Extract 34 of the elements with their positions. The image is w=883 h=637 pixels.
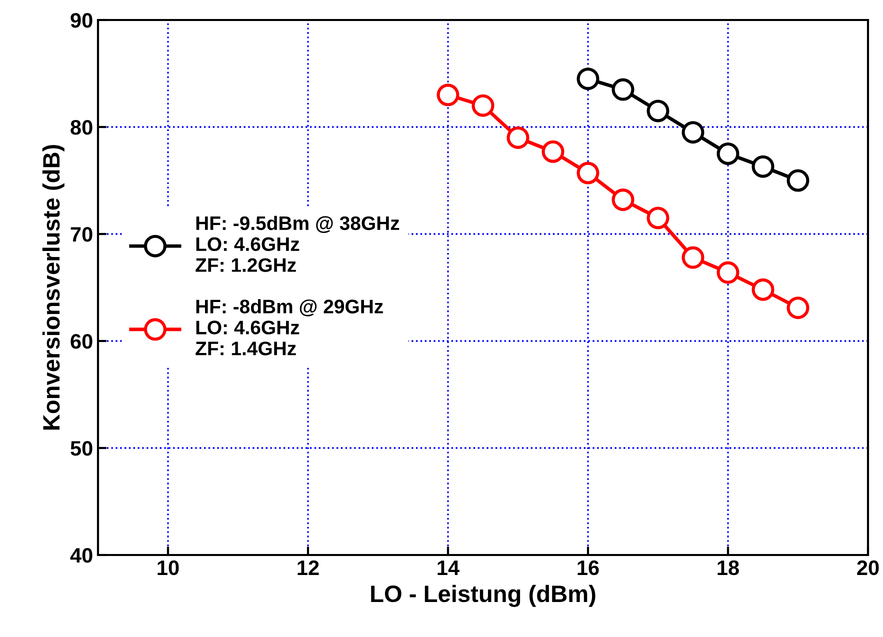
point [752,155,774,178]
point [646,206,670,230]
y-tick-label: 50 [70,441,92,456]
point [786,296,810,320]
x-tick-label: 16 [578,560,599,576]
x-tick-label: 14 [438,560,460,575]
point [612,78,634,101]
y-tick-label: 40 [70,548,92,563]
point [716,142,740,165]
x-tick-label: 10 [158,560,179,576]
point [612,188,634,212]
point [682,121,704,144]
y-tick-label: 70 [70,227,92,242]
point [506,126,530,149]
legend-label: HF: -8dBm @ 29GHz LO: 4.6GHz ZF: 1.4GHz [196,299,383,356]
point [752,278,774,301]
point [716,261,740,284]
y-tick-label: 90 [70,13,92,28]
legend-label: HF: -9.5dBm @ 38GHz LO: 4.6GHz ZF: 1.2GHz [196,216,400,272]
point [646,100,670,122]
y-tick-label: 80 [70,120,92,135]
x-tick-label: 20 [857,560,879,576]
x-axis-title: LO - Leistung (dBm) [371,584,596,607]
point [682,246,704,269]
point [576,162,600,184]
x-tick-label: 18 [718,560,739,576]
point [786,169,810,192]
point [542,140,564,163]
y-tick-label: 60 [70,334,92,349]
point [576,68,600,90]
point [436,84,460,106]
x-tick-label: 12 [298,560,319,575]
point [472,94,494,117]
y-axis-title: Konversionsverluste (dB) [42,144,64,430]
